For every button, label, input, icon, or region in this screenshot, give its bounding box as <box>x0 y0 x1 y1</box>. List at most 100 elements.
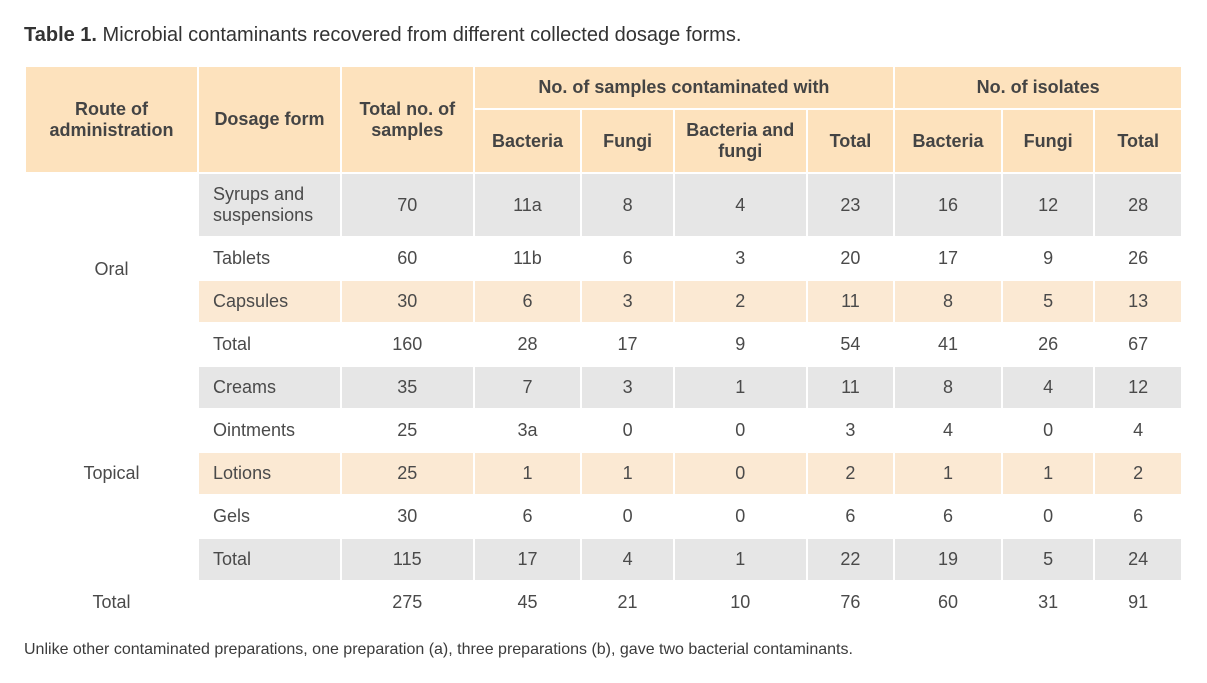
contam-fungi-cell: 4 <box>582 539 673 580</box>
contam-fungi-cell: 6 <box>582 238 673 279</box>
contam-bacteria-cell: 7 <box>475 367 581 408</box>
contam-total-cell: 76 <box>808 582 894 623</box>
contam-total-cell: 11 <box>808 281 894 322</box>
contam-both-cell: 3 <box>675 238 806 279</box>
dosage-cell: Ointments <box>199 410 340 451</box>
iso-bacteria-cell: 60 <box>895 582 1001 623</box>
dosage-cell: Gels <box>199 496 340 537</box>
iso-total-cell: 91 <box>1095 582 1181 623</box>
table-row: Total1602817954412667 <box>26 324 1181 365</box>
iso-fungi-cell: 5 <box>1003 539 1094 580</box>
table-row: OralSyrups and suspensions7011a842316122… <box>26 174 1181 236</box>
route-cell: Total <box>26 582 197 623</box>
dosage-cell <box>199 582 340 623</box>
iso-total-cell: 67 <box>1095 324 1181 365</box>
iso-bacteria-cell: 8 <box>895 281 1001 322</box>
contam-fungi-cell: 3 <box>582 281 673 322</box>
total-samples-cell: 70 <box>342 174 473 236</box>
contam-total-cell: 23 <box>808 174 894 236</box>
contam-bacteria-cell: 28 <box>475 324 581 365</box>
contam-fungi-cell: 8 <box>582 174 673 236</box>
contam-both-cell: 4 <box>675 174 806 236</box>
contam-both-cell: 0 <box>675 496 806 537</box>
dosage-cell: Total <box>199 324 340 365</box>
iso-total-cell: 2 <box>1095 453 1181 494</box>
table-body: OralSyrups and suspensions7011a842316122… <box>26 174 1181 623</box>
iso-fungi-cell: 0 <box>1003 410 1094 451</box>
route-cell: Topical <box>26 367 197 580</box>
contam-fungi-cell: 1 <box>582 453 673 494</box>
col-iso-bacteria: Bacteria <box>895 110 1001 172</box>
contam-bacteria-cell: 11b <box>475 238 581 279</box>
table-header: Route of administration Dosage form Tota… <box>26 67 1181 172</box>
col-route: Route of administration <box>26 67 197 172</box>
iso-bacteria-cell: 41 <box>895 324 1001 365</box>
contam-fungi-cell: 17 <box>582 324 673 365</box>
iso-bacteria-cell: 4 <box>895 410 1001 451</box>
contam-both-cell: 2 <box>675 281 806 322</box>
dosage-cell: Lotions <box>199 453 340 494</box>
iso-fungi-cell: 12 <box>1003 174 1094 236</box>
iso-bacteria-cell: 17 <box>895 238 1001 279</box>
col-contam-bacteria: Bacteria <box>475 110 581 172</box>
iso-fungi-cell: 4 <box>1003 367 1094 408</box>
dosage-cell: Tablets <box>199 238 340 279</box>
contam-fungi-cell: 0 <box>582 496 673 537</box>
iso-bacteria-cell: 6 <box>895 496 1001 537</box>
contam-fungi-cell: 3 <box>582 367 673 408</box>
total-samples-cell: 35 <box>342 367 473 408</box>
iso-total-cell: 24 <box>1095 539 1181 580</box>
contam-bacteria-cell: 6 <box>475 281 581 322</box>
table-row: Total11517412219524 <box>26 539 1181 580</box>
iso-total-cell: 4 <box>1095 410 1181 451</box>
table-row: Ointments253a003404 <box>26 410 1181 451</box>
contam-bacteria-cell: 3a <box>475 410 581 451</box>
dosage-cell: Syrups and suspensions <box>199 174 340 236</box>
iso-fungi-cell: 0 <box>1003 496 1094 537</box>
table-row: Lotions251102112 <box>26 453 1181 494</box>
col-contam-total: Total <box>808 110 894 172</box>
table-number: Table 1. <box>24 24 97 46</box>
microbial-table: Route of administration Dosage form Tota… <box>24 65 1183 625</box>
iso-total-cell: 12 <box>1095 367 1181 408</box>
total-samples-cell: 25 <box>342 453 473 494</box>
contam-bacteria-cell: 17 <box>475 539 581 580</box>
iso-total-cell: 28 <box>1095 174 1181 236</box>
iso-bacteria-cell: 16 <box>895 174 1001 236</box>
iso-fungi-cell: 26 <box>1003 324 1094 365</box>
dosage-cell: Capsules <box>199 281 340 322</box>
iso-fungi-cell: 31 <box>1003 582 1094 623</box>
contam-bacteria-cell: 11a <box>475 174 581 236</box>
table-row: Total27545211076603191 <box>26 582 1181 623</box>
iso-bacteria-cell: 19 <box>895 539 1001 580</box>
contam-both-cell: 0 <box>675 453 806 494</box>
table-row: Tablets6011b632017926 <box>26 238 1181 279</box>
total-samples-cell: 160 <box>342 324 473 365</box>
col-contam-fungi: Fungi <box>582 110 673 172</box>
contam-bacteria-cell: 45 <box>475 582 581 623</box>
iso-fungi-cell: 5 <box>1003 281 1094 322</box>
contam-fungi-cell: 0 <box>582 410 673 451</box>
contam-total-cell: 6 <box>808 496 894 537</box>
contam-total-cell: 54 <box>808 324 894 365</box>
table-row: Gels306006606 <box>26 496 1181 537</box>
col-contam-both: Bacteria and fungi <box>675 110 806 172</box>
dosage-cell: Creams <box>199 367 340 408</box>
contam-both-cell: 9 <box>675 324 806 365</box>
total-samples-cell: 275 <box>342 582 473 623</box>
table-footnote: Unlike other contaminated preparations, … <box>24 641 1183 659</box>
iso-total-cell: 13 <box>1095 281 1181 322</box>
table-row: TopicalCreams35731118412 <box>26 367 1181 408</box>
col-isolates-group: No. of isolates <box>895 67 1181 108</box>
dosage-cell: Total <box>199 539 340 580</box>
contam-both-cell: 1 <box>675 539 806 580</box>
contam-both-cell: 10 <box>675 582 806 623</box>
iso-total-cell: 6 <box>1095 496 1181 537</box>
total-samples-cell: 30 <box>342 496 473 537</box>
total-samples-cell: 60 <box>342 238 473 279</box>
iso-fungi-cell: 9 <box>1003 238 1094 279</box>
table-row: Capsules30632118513 <box>26 281 1181 322</box>
contam-total-cell: 20 <box>808 238 894 279</box>
col-iso-fungi: Fungi <box>1003 110 1094 172</box>
contam-total-cell: 11 <box>808 367 894 408</box>
